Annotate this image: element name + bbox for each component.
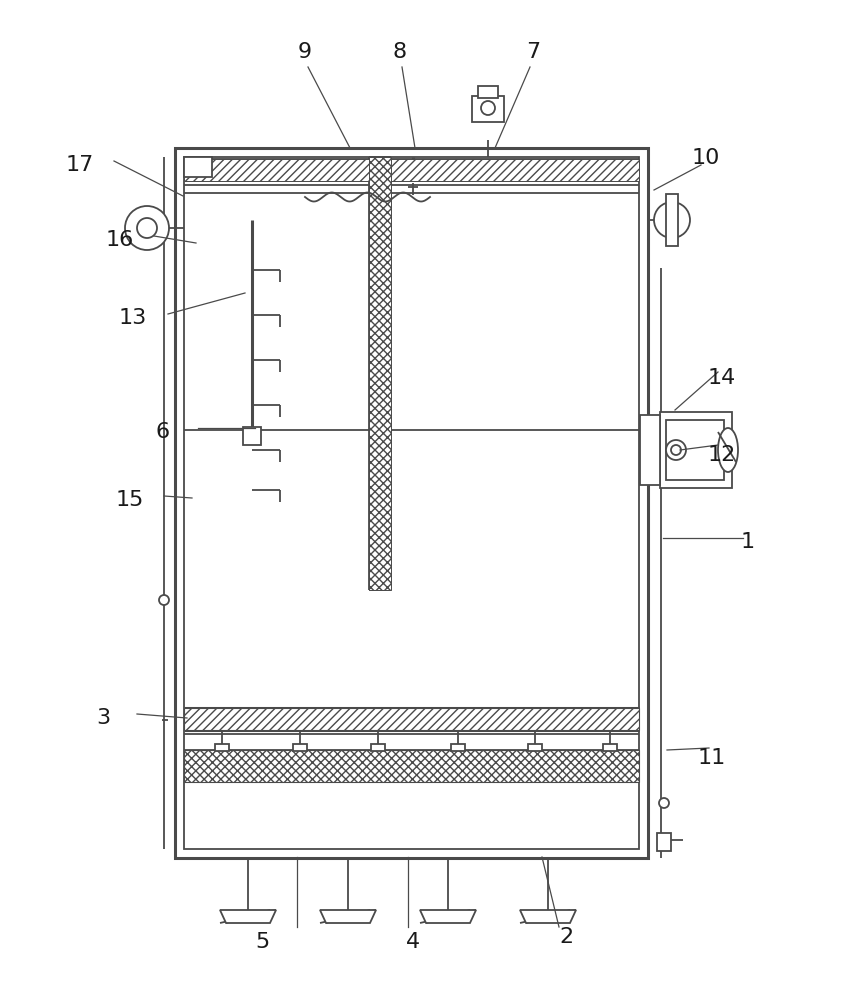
- Polygon shape: [320, 910, 376, 923]
- Text: 13: 13: [119, 308, 147, 328]
- Bar: [657, 833, 671, 851]
- Text: 12: 12: [708, 445, 736, 465]
- Text: 7: 7: [526, 42, 540, 62]
- Text: 8: 8: [393, 42, 407, 62]
- Circle shape: [671, 445, 681, 455]
- Bar: [293, 744, 307, 751]
- Circle shape: [654, 202, 690, 238]
- Text: 16: 16: [106, 230, 134, 250]
- Circle shape: [159, 595, 169, 605]
- Bar: [184, 157, 212, 177]
- Circle shape: [125, 206, 169, 250]
- Text: 10: 10: [692, 148, 720, 168]
- Bar: [472, 96, 504, 122]
- Bar: [215, 744, 229, 751]
- Text: 17: 17: [65, 155, 94, 175]
- Bar: [603, 744, 617, 751]
- Bar: [184, 708, 639, 730]
- Bar: [369, 157, 391, 590]
- Bar: [184, 750, 639, 782]
- Bar: [175, 148, 648, 858]
- Text: 11: 11: [698, 748, 726, 768]
- Bar: [666, 194, 678, 246]
- Bar: [184, 157, 639, 849]
- Polygon shape: [520, 910, 576, 923]
- Bar: [660, 412, 732, 488]
- Text: 1: 1: [741, 532, 755, 552]
- Bar: [451, 744, 465, 751]
- Text: 2: 2: [559, 927, 573, 947]
- Circle shape: [666, 440, 686, 460]
- Polygon shape: [420, 910, 476, 923]
- Bar: [666, 420, 724, 480]
- Text: 3: 3: [96, 708, 110, 728]
- Text: 9: 9: [298, 42, 312, 62]
- Bar: [371, 744, 385, 751]
- Bar: [478, 86, 498, 98]
- Circle shape: [481, 101, 495, 115]
- Bar: [528, 744, 542, 751]
- Ellipse shape: [718, 428, 738, 472]
- Bar: [243, 427, 261, 445]
- Polygon shape: [220, 910, 276, 923]
- Circle shape: [659, 798, 669, 808]
- Text: 6: 6: [156, 422, 170, 442]
- Text: 14: 14: [708, 368, 736, 388]
- Circle shape: [137, 218, 157, 238]
- Bar: [640, 415, 660, 485]
- Text: 4: 4: [406, 932, 420, 952]
- Bar: [184, 159, 639, 181]
- Text: 15: 15: [116, 490, 144, 510]
- Text: 5: 5: [255, 932, 269, 952]
